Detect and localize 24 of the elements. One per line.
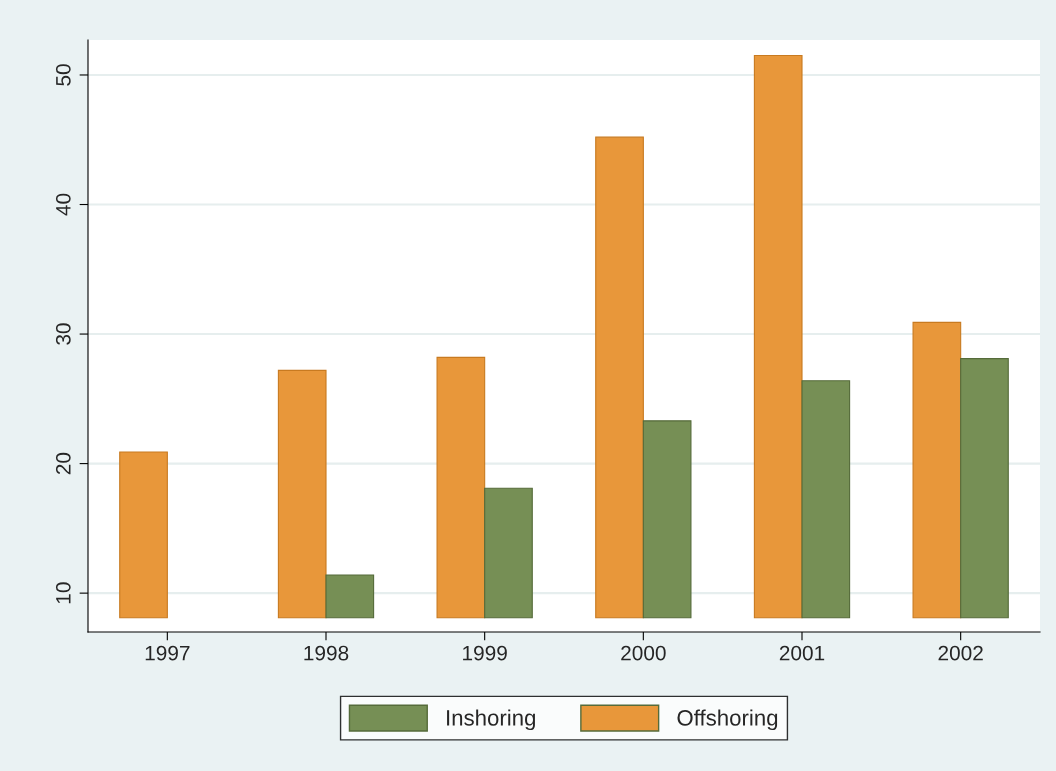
y-tick-label: 20 bbox=[55, 452, 71, 475]
bar bbox=[912, 321, 962, 619]
bar bbox=[325, 574, 375, 619]
x-tick-label: 1999 bbox=[463, 645, 507, 661]
bar bbox=[119, 451, 168, 619]
bar bbox=[484, 487, 533, 619]
bar bbox=[801, 380, 851, 619]
y-tick-label: 30 bbox=[55, 323, 71, 345]
y-tick-label: 40 bbox=[55, 193, 71, 216]
x-tick-label: 2001 bbox=[779, 645, 825, 661]
bar bbox=[960, 358, 1009, 619]
y-tick-label: 50 bbox=[55, 64, 71, 86]
bar bbox=[642, 420, 692, 619]
bar bbox=[753, 54, 803, 619]
bar bbox=[436, 356, 486, 619]
x-tick-label: 2002 bbox=[938, 645, 983, 661]
legend-label: Inshoring bbox=[447, 709, 535, 731]
legend-label: Offshoring bbox=[677, 709, 778, 731]
x-tick-label: 1998 bbox=[304, 645, 349, 661]
bar bbox=[277, 369, 327, 619]
y-tick-label: 10 bbox=[55, 582, 71, 604]
x-tick-label: 2000 bbox=[621, 645, 666, 661]
x-tick-label: 1997 bbox=[145, 645, 190, 661]
bar bbox=[595, 136, 644, 619]
